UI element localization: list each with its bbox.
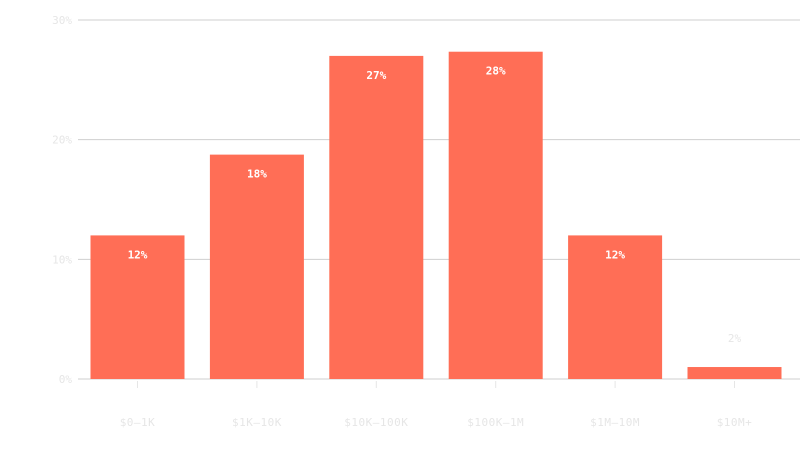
- x-category-label: $10K–100K: [344, 416, 408, 429]
- y-tick-label: 10%: [52, 253, 72, 266]
- gridlines: [78, 19, 800, 380]
- bar-value-label: 12%: [605, 248, 625, 261]
- bar: [90, 235, 185, 379]
- y-tick-label: 30%: [52, 14, 72, 27]
- bars: 12% 18% 27% 28% 12% 2%: [90, 51, 782, 380]
- x-category-label: $0–1K: [120, 416, 156, 429]
- bar: [329, 55, 424, 380]
- x-category-label: $1M–10M: [590, 416, 640, 429]
- bar-value-label: 27%: [366, 69, 386, 82]
- x-category-label: $1K–10K: [232, 416, 282, 429]
- y-axis-ticks: 0% 10% 20% 30%: [52, 14, 72, 386]
- x-category-label: $100K–1M: [467, 416, 524, 429]
- bar-value-label: 2%: [728, 332, 742, 345]
- bar: [687, 367, 782, 379]
- bar: [209, 154, 304, 379]
- x-category-label: $10M+: [717, 416, 753, 429]
- x-axis: $0–1K $1K–10K $10K–100K $100K–1M $1M–10M $10M…: [120, 381, 753, 429]
- bar-value-label: 12%: [128, 248, 148, 261]
- bar: [448, 51, 543, 379]
- bar-value-label: 28%: [486, 65, 506, 78]
- bar-value-label: 18%: [247, 168, 267, 181]
- y-tick-label: 20%: [52, 134, 72, 147]
- y-tick-label: 0%: [59, 373, 73, 386]
- bar: [568, 235, 663, 379]
